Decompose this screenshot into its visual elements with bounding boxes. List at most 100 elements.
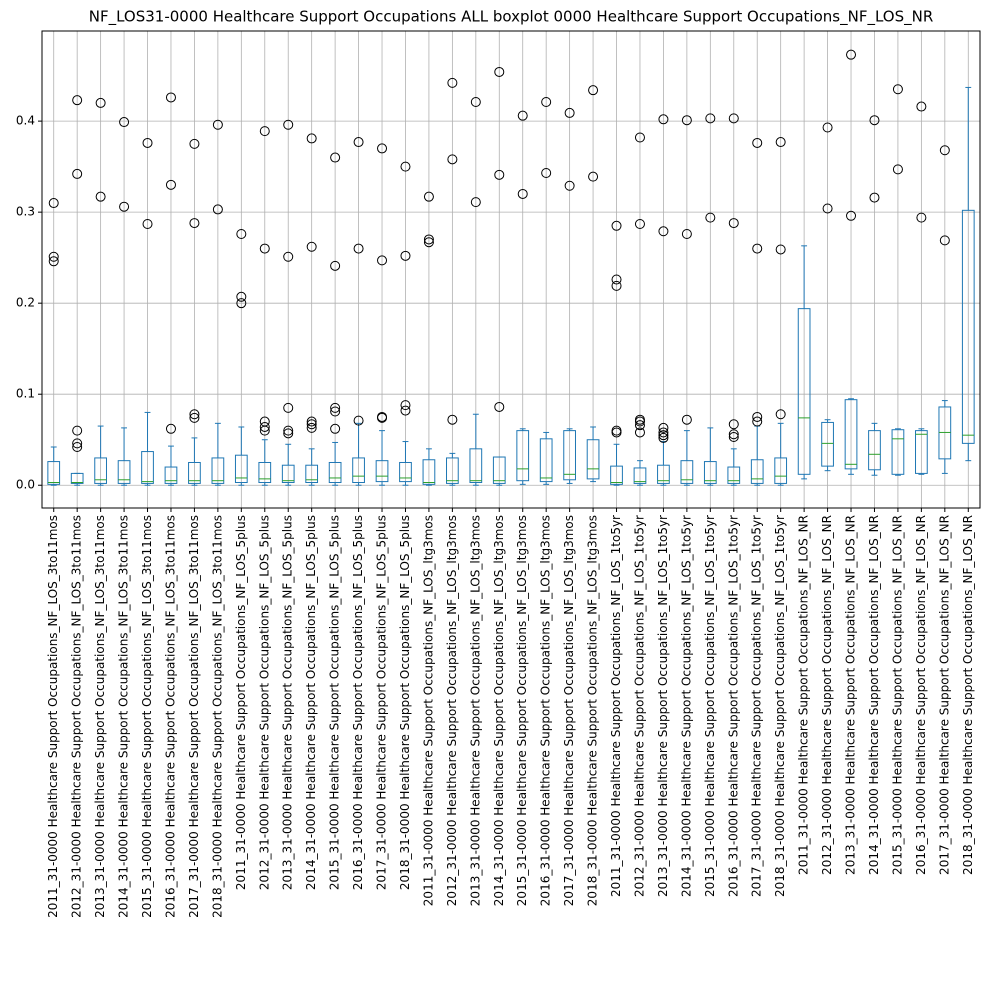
flier [283, 119, 294, 130]
x-tick-label: 2017_31-0000 Healthcare Support Occupati… [375, 515, 389, 890]
flier [846, 210, 857, 221]
flier [72, 95, 83, 106]
box [422, 459, 436, 485]
flier [330, 260, 341, 271]
flier [165, 179, 176, 190]
x-tick-label: 2016_31-0000 Healthcare Support Occupati… [163, 515, 177, 918]
flier [705, 212, 716, 223]
flier [283, 402, 294, 413]
x-tick-label: 2011_31-0000 Healthcare Support Occupati… [234, 515, 248, 890]
flier [306, 416, 317, 427]
x-tick-label: 2015_31-0000 Healthcare Support Occupati… [515, 515, 529, 906]
flier [447, 77, 458, 88]
flier [658, 226, 669, 237]
box [797, 308, 811, 475]
box [539, 438, 553, 483]
x-tick-label: 2015_31-0000 Healthcare Support Occupati… [890, 515, 904, 875]
box [188, 461, 201, 484]
x-tick-label: 2011_31-0000 Healthcare Support Occupati… [609, 515, 623, 897]
flier [658, 430, 669, 441]
box [352, 457, 365, 484]
flier [705, 113, 716, 124]
x-tick-label: 2012_31-0000 Healthcare Support Occupati… [632, 515, 646, 897]
flier [95, 97, 106, 108]
x-tick-label: 2018_31-0000 Healthcare Support Occupati… [586, 515, 600, 906]
box [586, 439, 600, 480]
flier [939, 235, 950, 246]
flier [494, 66, 505, 77]
flier [377, 255, 388, 266]
box [680, 460, 694, 484]
box [703, 461, 717, 484]
flier [775, 137, 786, 148]
flier [681, 115, 692, 126]
x-tick-label: 2014_31-0000 Healthcare Support Occupati… [117, 515, 131, 918]
x-tick-label: 2013_31-0000 Healthcare Support Occupati… [281, 515, 295, 890]
flier [634, 218, 645, 229]
flier [119, 117, 130, 128]
box [492, 456, 506, 484]
plot-frame [41, 30, 981, 509]
x-tick-label: 2015_31-0000 Healthcare Support Occupati… [703, 515, 717, 897]
x-tick-label: 2011_31-0000 Healthcare Support Occupati… [46, 515, 60, 918]
flier [212, 204, 223, 215]
flier [95, 191, 106, 202]
flier [259, 243, 270, 254]
flier [892, 164, 903, 175]
flier [611, 425, 622, 436]
x-tick-label: 2014_31-0000 Healthcare Support Occupati… [492, 515, 506, 906]
box [891, 429, 905, 475]
flier [48, 251, 59, 262]
x-tick-label: 2017_31-0000 Healthcare Support Occupati… [750, 515, 764, 897]
flier [353, 415, 364, 426]
flier [353, 137, 364, 148]
flier [400, 161, 411, 172]
flier [165, 423, 176, 434]
box [47, 461, 61, 485]
flier [423, 234, 434, 245]
box [258, 461, 272, 484]
flier [189, 138, 200, 149]
x-tick-label: 2016_31-0000 Healthcare Support Occupati… [351, 515, 365, 890]
x-tick-label: 2018_31-0000 Healthcare Support Occupati… [210, 515, 224, 918]
flier [939, 145, 950, 156]
box [328, 461, 342, 484]
flier [658, 422, 669, 433]
y-tick-label: 0.1 [16, 387, 35, 401]
x-tick-label: 2013_31-0000 Healthcare Support Occupati… [468, 515, 482, 906]
flier [564, 107, 575, 118]
chart-title: NF_LOS31-0000 Healthcare Support Occupat… [89, 8, 934, 27]
flier [634, 427, 645, 438]
flier [48, 198, 59, 209]
flier [353, 243, 364, 254]
flier [892, 84, 903, 95]
flier [330, 406, 341, 417]
box [727, 466, 741, 484]
flier [423, 237, 434, 248]
flier [306, 133, 317, 144]
x-tick-label: 2017_31-0000 Healthcare Support Occupati… [562, 515, 576, 906]
flier [236, 228, 247, 239]
flier [611, 220, 622, 231]
flier [728, 429, 739, 440]
flier [846, 49, 857, 60]
flier [681, 414, 692, 425]
flier [72, 438, 83, 449]
flier [517, 188, 528, 199]
flier [916, 212, 927, 223]
flier [330, 423, 341, 434]
flier [212, 119, 223, 130]
flier [189, 409, 200, 420]
flier [728, 431, 739, 442]
flier [142, 218, 153, 229]
flier [634, 414, 645, 425]
flier [752, 411, 763, 422]
flier [822, 122, 833, 133]
x-tick-label: 2018_31-0000 Healthcare Support Occupati… [773, 515, 787, 897]
flier [822, 203, 833, 214]
flier [447, 154, 458, 165]
x-tick-label: 2015_31-0000 Healthcare Support Occupati… [328, 515, 342, 890]
flier [306, 241, 317, 252]
x-tick-label: 2014_31-0000 Healthcare Support Occupati… [867, 515, 881, 875]
flier [72, 425, 83, 436]
